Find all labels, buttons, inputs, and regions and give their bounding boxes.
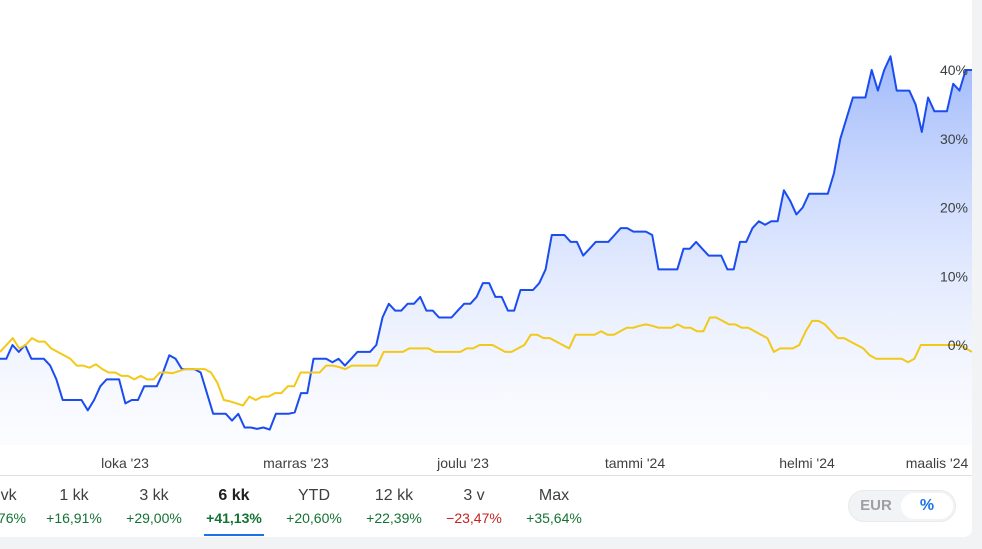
period-label: 6 kk bbox=[218, 487, 250, 504]
period-change: +29,00% bbox=[126, 510, 182, 526]
y-tick-label: 40% bbox=[940, 62, 968, 78]
x-tick-label: tammi '24 bbox=[605, 455, 665, 471]
x-tick-label: marras '23 bbox=[263, 455, 329, 471]
period-label: Max bbox=[538, 487, 570, 504]
chart-card: 40% 30% 20% 10% 0% loka '23 marras '23 joulu '… bbox=[0, 0, 972, 537]
period-change: +16,91% bbox=[46, 510, 102, 526]
period-change: −23,47% bbox=[446, 510, 502, 526]
y-tick-label: 20% bbox=[940, 200, 968, 216]
period-label: 1 kk bbox=[59, 487, 89, 504]
series-area-fill bbox=[0, 56, 972, 446]
period-change: +22,39% bbox=[366, 510, 422, 526]
x-tick-label: maalis '24 bbox=[906, 455, 969, 471]
period-label: 3 v bbox=[463, 487, 485, 504]
period-label: 3 kk bbox=[139, 487, 169, 504]
series-line-1 bbox=[0, 316, 972, 407]
period-selector: 1 vk +1,76% 1 kk +16,91% 3 kk +29,00% 6 … bbox=[0, 485, 830, 537]
period-change: +1,76% bbox=[0, 510, 26, 526]
period-1wk[interactable]: 1 vk +1,76% bbox=[0, 485, 37, 537]
period-label: YTD bbox=[298, 487, 330, 504]
period-6m[interactable]: 6 kk +41,13% bbox=[204, 485, 264, 537]
percent-toggle-button[interactable]: % bbox=[901, 493, 953, 519]
series-line-0 bbox=[0, 55, 972, 431]
price-chart[interactable]: 40% 30% 20% 10% 0% loka '23 marras '23 joulu '… bbox=[0, 0, 972, 476]
x-tick-label: loka '23 bbox=[101, 455, 149, 471]
periods-divider bbox=[0, 475, 972, 476]
period-label: 1 vk bbox=[0, 487, 17, 504]
period-change: +20,60% bbox=[286, 510, 342, 526]
period-change: +35,64% bbox=[526, 510, 582, 526]
period-max[interactable]: Max +35,64% bbox=[519, 485, 589, 537]
x-tick-label: joulu '23 bbox=[436, 455, 489, 471]
period-1m[interactable]: 1 kk +16,91% bbox=[39, 485, 109, 537]
eur-toggle-button[interactable]: EUR bbox=[860, 497, 892, 514]
y-tick-label: 10% bbox=[940, 268, 968, 284]
y-tick-label: 30% bbox=[940, 131, 968, 147]
y-tick-label: 0% bbox=[948, 337, 968, 353]
period-12m[interactable]: 12 kk +22,39% bbox=[359, 485, 429, 537]
period-label: 12 kk bbox=[374, 487, 414, 504]
period-change: +41,13% bbox=[206, 510, 262, 526]
unit-toggle: EUR % bbox=[848, 490, 956, 522]
period-ytd[interactable]: YTD +20,60% bbox=[279, 485, 349, 537]
x-tick-label: helmi '24 bbox=[779, 455, 835, 471]
period-3m[interactable]: 3 kk +29,00% bbox=[119, 485, 189, 537]
period-3y[interactable]: 3 v −23,47% bbox=[439, 485, 509, 537]
